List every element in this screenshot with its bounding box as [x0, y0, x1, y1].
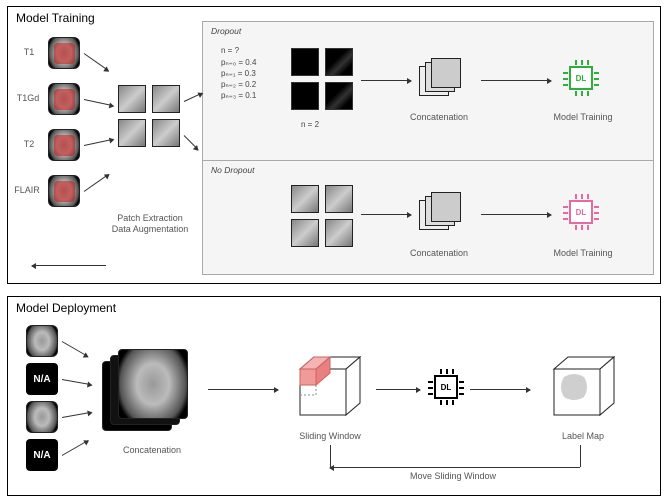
mri-t2: [48, 129, 80, 161]
nodropout-chip-text: DL: [569, 200, 593, 224]
dropout-concat-stack: [419, 56, 473, 110]
dep-mri-1: [26, 325, 58, 357]
dep-na-2: N/A: [26, 439, 58, 471]
dep-mri-2: [26, 401, 58, 433]
dep-feedback-up: [330, 445, 331, 467]
arrow-mod-2: [84, 99, 114, 106]
deployment-dl-chip: DL: [428, 369, 464, 405]
dropout-p0: pₙ₌₀ = 0.4: [221, 58, 256, 68]
nodropout-concat-label: Concatenation: [401, 248, 477, 258]
ndpatch-2: [325, 185, 353, 213]
arrow-mod-1: [84, 53, 109, 71]
patch-label-line1: Patch Extraction: [117, 213, 183, 223]
ndpatch-3: [291, 219, 319, 247]
deployment-chip-text: DL: [434, 375, 458, 399]
dep-arrow-chip: [376, 389, 420, 390]
modality-label-t1: T1: [14, 47, 44, 57]
dpatch-2: [325, 48, 353, 76]
label-map-cube: [544, 349, 624, 429]
deployment-panel: Model Deployment N/A N/A Concatenation S…: [7, 296, 661, 496]
arrow-patch-bot: [184, 135, 199, 150]
patch-extraction-label: Patch Extraction Data Augmentation: [102, 213, 198, 235]
training-title: Model Training: [14, 11, 97, 25]
dpatch-3: [291, 82, 319, 110]
nodropout-dl-chip: DL: [563, 194, 599, 230]
patch-2: [152, 85, 180, 113]
dropout-p3: pₙ₌₃ = 0.1: [221, 91, 256, 101]
label-map-label: Label Map: [548, 431, 618, 441]
dep-feedback-arrow: [330, 467, 580, 468]
patch-label-line2: Data Augmentation: [112, 224, 189, 234]
move-sliding-label: Move Sliding Window: [388, 471, 518, 481]
modality-label-t2: T2: [14, 139, 44, 149]
modality-label-flair: FLAIR: [8, 185, 46, 195]
training-panel: Model Training T1 T1Gd T2 FLAIR Patch Ex…: [7, 6, 661, 284]
dropout-subpanel: Dropout n = ? pₙ₌₀ = 0.4 pₙ₌₁ = 0.3 pₙ₌₂…: [202, 21, 654, 275]
nodropout-title: No Dropout: [211, 165, 254, 175]
modality-label-t1gd: T1Gd: [10, 93, 46, 103]
dep-na-1: N/A: [26, 363, 58, 395]
nodropout-concat-stack: [419, 190, 473, 244]
sliding-window-label: Sliding Window: [288, 431, 372, 441]
dropout-chip-text: DL: [569, 66, 593, 90]
dropout-title: Dropout: [211, 26, 241, 36]
ndpatch-1: [291, 185, 319, 213]
patch-4: [152, 119, 180, 147]
dropout-question: n = ?: [221, 46, 239, 56]
dep-arrow-slide: [208, 389, 278, 390]
nodropout-train-label: Model Training: [543, 248, 623, 258]
sliding-window-cube: [290, 349, 370, 429]
dpatch-4: [325, 82, 353, 110]
dep-concat-stack: [102, 341, 202, 441]
ndpatch-4: [325, 219, 353, 247]
dropout-p1: pₙ₌₁ = 0.3: [221, 69, 256, 79]
mri-flair: [48, 175, 80, 207]
dep-arrow-in-1: [62, 341, 88, 357]
arrow-drop-train: [481, 80, 551, 81]
dep-arrow-in-2: [62, 379, 92, 385]
dropout-answer: n = 2: [301, 120, 319, 130]
mri-t1: [48, 37, 80, 69]
dpatch-1: [291, 48, 319, 76]
dep-arrow-in-3: [62, 412, 92, 418]
dropout-dl-chip: DL: [563, 60, 599, 96]
arrow-nd-concat: [361, 214, 411, 215]
dropout-concat-label: Concatenation: [401, 112, 477, 122]
arrow-mod-4: [84, 174, 109, 192]
dropout-train-label: Model Training: [543, 112, 623, 122]
panel-divider: [203, 160, 653, 161]
patch-3: [118, 119, 146, 147]
mri-t1gd: [48, 83, 80, 115]
dep-feedback-down: [580, 445, 581, 467]
feedback-arrow: [32, 265, 106, 266]
dropout-p2: pₙ₌₂ = 0.2: [221, 80, 256, 90]
deployment-title: Model Deployment: [14, 301, 118, 315]
arrow-mod-3: [84, 139, 114, 146]
arrow-patch-top: [184, 93, 203, 102]
arrow-drop-concat: [361, 80, 411, 81]
patch-1: [118, 85, 146, 113]
dep-arrow-in-4: [62, 440, 88, 456]
dep-concat-label: Concatenation: [112, 445, 192, 455]
arrow-nd-train: [481, 214, 551, 215]
dep-arrow-map: [470, 389, 530, 390]
